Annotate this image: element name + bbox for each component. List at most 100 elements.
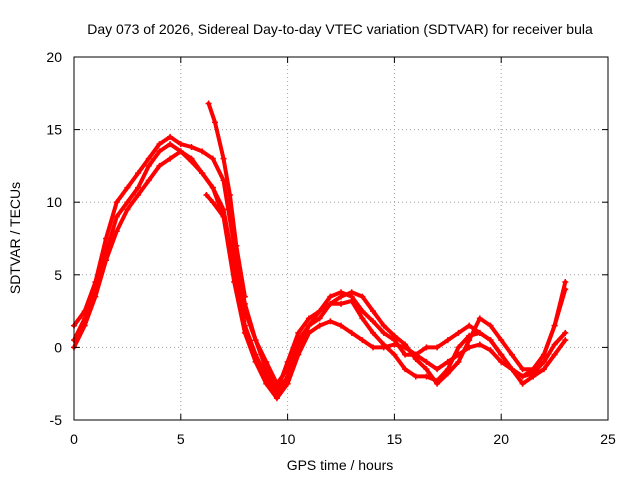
data-point: [562, 337, 569, 344]
data-point: [551, 322, 558, 329]
data-point: [434, 344, 441, 351]
data-point: [231, 257, 238, 264]
data-point: [370, 308, 377, 315]
data-point: [487, 322, 494, 329]
data-point: [338, 293, 344, 300]
data-point: [444, 358, 451, 365]
data-point: [252, 337, 259, 344]
data-point: [434, 366, 441, 373]
data-point: [476, 329, 483, 336]
data-point: [295, 351, 302, 358]
data-point: [348, 329, 355, 336]
data-point: [263, 380, 270, 387]
data-point: [167, 133, 174, 140]
data-point: [273, 395, 280, 402]
data-point: [551, 341, 558, 348]
data-point: [233, 242, 240, 249]
x-tick-label: 10: [280, 431, 296, 447]
data-point: [241, 308, 248, 315]
data-point: [113, 228, 120, 235]
y-tick-label: -5: [50, 412, 63, 428]
data-point: [444, 337, 451, 344]
data-point: [423, 344, 430, 351]
y-tick-label: 0: [54, 339, 62, 355]
data-point: [273, 380, 280, 387]
data-point: [327, 293, 334, 300]
data-point: [81, 322, 88, 329]
data-point: [551, 351, 558, 358]
data-point: [359, 337, 366, 344]
data-point: [305, 322, 312, 329]
data-point: [412, 356, 419, 363]
data-point: [124, 206, 131, 213]
data-point: [145, 177, 152, 184]
data-point: [167, 155, 174, 162]
data-point: [380, 344, 387, 351]
data-point: [263, 358, 270, 365]
data-point: [540, 351, 547, 358]
data-point: [188, 144, 195, 151]
data-point: [530, 366, 537, 373]
data-point: [402, 351, 409, 358]
data-point: [519, 366, 526, 373]
data-point: [359, 315, 366, 322]
data-point: [359, 293, 366, 300]
data-point: [380, 329, 387, 336]
data-point: [145, 155, 152, 162]
data-point: [338, 300, 344, 307]
data-point: [177, 148, 184, 155]
data-point: [391, 332, 398, 339]
x-tick-label: 0: [70, 431, 78, 447]
data-point: [241, 293, 248, 300]
data-point: [370, 344, 377, 351]
data-point: [295, 329, 302, 336]
data-point: [103, 235, 110, 242]
data-point: [423, 366, 430, 373]
data-point: [316, 322, 323, 329]
data-point: [295, 337, 302, 344]
data-point: [455, 329, 462, 336]
data-point: [370, 329, 377, 336]
data-point: [540, 366, 547, 373]
data-point: [316, 308, 323, 315]
data-point: [466, 337, 473, 344]
data-point: [338, 322, 344, 329]
data-point: [498, 337, 505, 344]
data-point: [177, 141, 184, 148]
data-point: [455, 344, 462, 351]
y-tick-label: 5: [54, 267, 62, 283]
data-point: [124, 184, 131, 191]
data-point: [305, 329, 312, 336]
data-point: [487, 337, 494, 344]
grid: [74, 57, 608, 420]
data-point: [199, 170, 206, 177]
data-point: [380, 322, 387, 329]
data-point: [241, 329, 248, 336]
data-point: [391, 341, 398, 348]
data-point: [423, 373, 430, 380]
axes: 0 5 10 15 20 25 -5 0 5 10 15 20: [46, 49, 616, 447]
data-point: [220, 155, 227, 162]
data-point: [135, 170, 142, 177]
data-point: [135, 184, 142, 191]
data-point: [209, 184, 216, 191]
data-point: [359, 308, 366, 315]
x-tick-label: 15: [387, 431, 403, 447]
data-point: [391, 351, 398, 358]
data-point: [284, 366, 291, 373]
chart-title: Day 073 of 2026, Sidereal Day-to-day VTE…: [87, 21, 593, 37]
series-group: [71, 100, 569, 402]
y-tick-label: 15: [46, 122, 62, 138]
data-point: [209, 199, 216, 206]
data-point: [205, 100, 212, 107]
data-point: [540, 358, 547, 365]
data-point: [508, 366, 515, 373]
data-point: [156, 141, 163, 148]
data-point: [562, 279, 569, 286]
y-tick-label: 10: [46, 194, 62, 210]
plot-frame: [73, 56, 609, 421]
data-point: [199, 148, 206, 155]
data-point: [135, 191, 142, 198]
